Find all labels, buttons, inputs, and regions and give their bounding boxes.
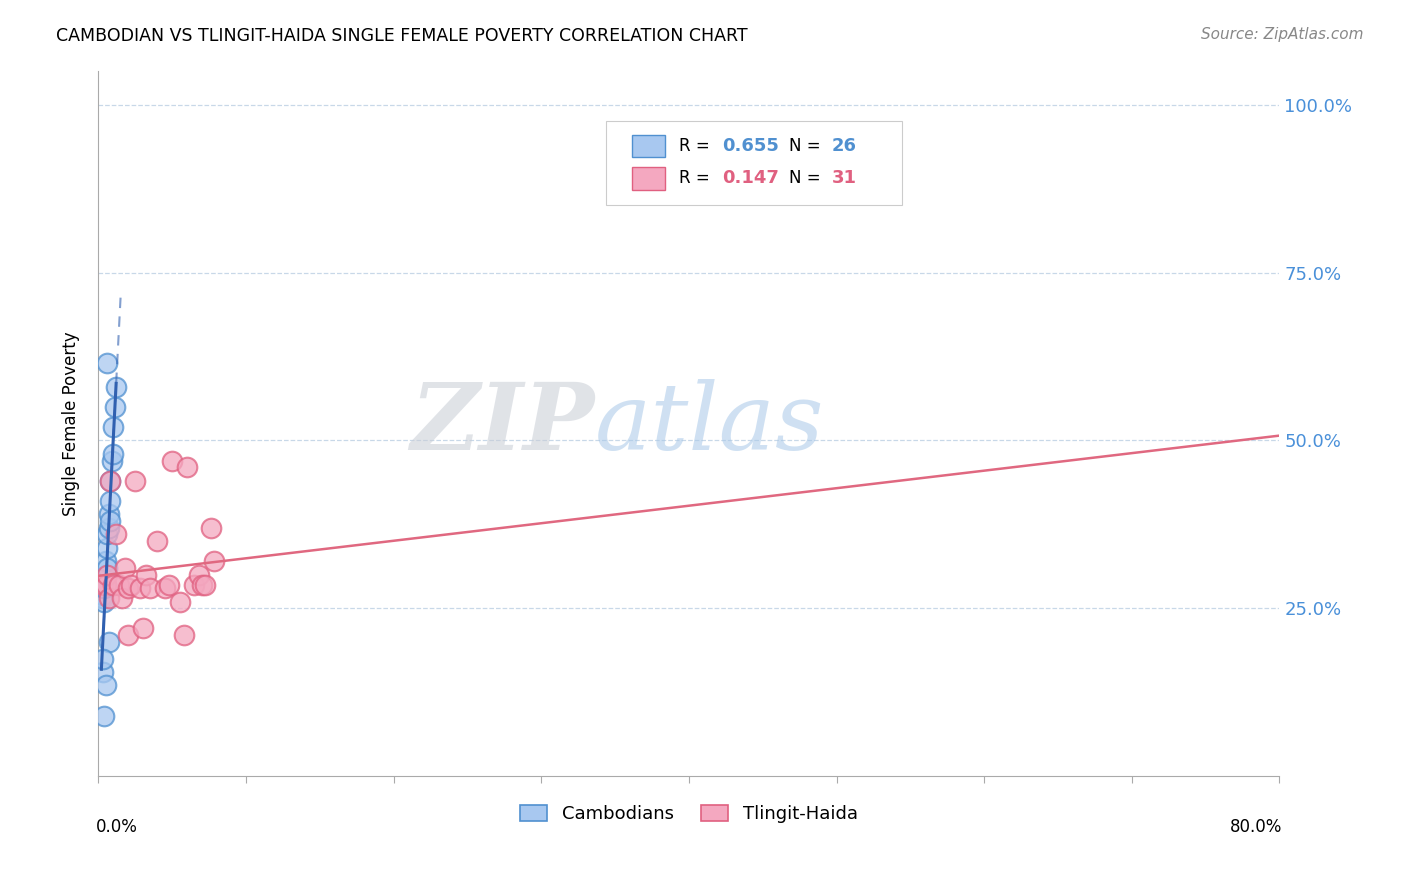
Point (105, 527, 128, 541)
Point (103, 578, 125, 592)
Point (128, 581, 150, 595)
Point (94, 578, 117, 592)
Point (111, 591, 134, 606)
Point (97, 635, 120, 649)
Point (169, 594, 191, 608)
Point (120, 578, 142, 592)
Point (105, 380, 128, 394)
Point (94, 678, 117, 692)
FancyBboxPatch shape (633, 135, 665, 157)
Point (146, 534, 169, 549)
Text: 0.147: 0.147 (723, 169, 779, 187)
Point (173, 628, 195, 642)
Point (117, 628, 139, 642)
Point (157, 578, 180, 592)
Point (94, 578, 117, 592)
Text: 0.0%: 0.0% (96, 818, 138, 837)
Point (96, 561, 118, 575)
Point (96, 567, 118, 582)
Point (183, 578, 205, 592)
FancyBboxPatch shape (606, 120, 901, 205)
Point (91, 591, 114, 606)
Text: R =: R = (679, 137, 716, 155)
Point (202, 554, 225, 568)
Point (135, 567, 157, 582)
Point (96, 356, 118, 370)
Point (103, 420, 125, 434)
Text: atlas: atlas (595, 379, 824, 468)
Text: 26: 26 (832, 137, 856, 155)
Point (176, 460, 198, 475)
Text: 0.655: 0.655 (723, 137, 779, 155)
Point (98, 494, 121, 508)
Point (117, 581, 139, 595)
Point (98, 514, 121, 528)
Point (124, 474, 146, 488)
Point (93, 581, 115, 595)
Point (96, 527, 118, 541)
Point (97, 521, 120, 535)
Text: R =: R = (679, 169, 716, 187)
Legend: Cambodians, Tlingit-Haida: Cambodians, Tlingit-Haida (513, 797, 865, 830)
Text: N =: N = (789, 169, 827, 187)
Point (93, 594, 115, 608)
Point (91, 588, 114, 602)
Y-axis label: Single Female Poverty: Single Female Poverty (62, 332, 80, 516)
Point (98, 474, 121, 488)
Point (200, 521, 222, 535)
Point (94, 567, 117, 582)
Point (98, 474, 121, 488)
Text: N =: N = (789, 137, 827, 155)
Text: CAMBODIAN VS TLINGIT-HAIDA SINGLE FEMALE POVERTY CORRELATION CHART: CAMBODIAN VS TLINGIT-HAIDA SINGLE FEMALE… (56, 27, 748, 45)
Point (97, 591, 120, 606)
Point (100, 453, 122, 467)
Point (96, 541, 118, 555)
Text: Source: ZipAtlas.com: Source: ZipAtlas.com (1201, 27, 1364, 42)
Point (94, 554, 117, 568)
Point (91, 578, 114, 592)
Point (194, 578, 217, 592)
Point (187, 567, 209, 582)
Point (191, 578, 214, 592)
Text: ZIP: ZIP (411, 379, 595, 468)
Point (103, 447, 125, 461)
Point (108, 578, 131, 592)
Point (162, 453, 183, 467)
Text: 80.0%: 80.0% (1229, 818, 1282, 837)
Text: 31: 31 (832, 169, 856, 187)
FancyBboxPatch shape (633, 167, 665, 190)
Point (91, 651, 114, 665)
Point (139, 581, 162, 595)
Point (132, 621, 155, 635)
Point (97, 508, 120, 522)
Point (114, 561, 136, 575)
Point (91, 665, 114, 679)
Point (93, 708, 115, 723)
Point (153, 581, 176, 595)
Point (104, 400, 127, 414)
